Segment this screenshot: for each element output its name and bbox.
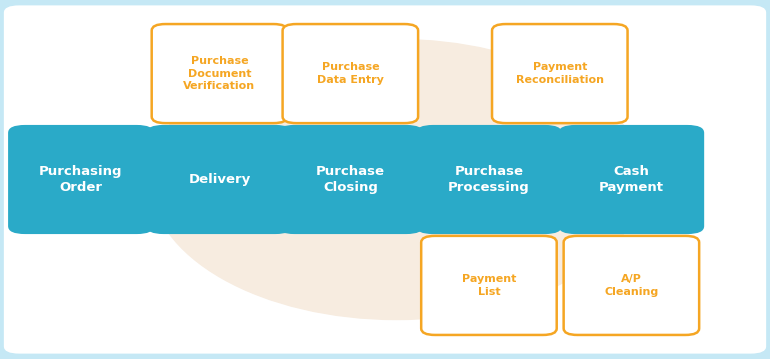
Text: A/P
Cleaning: A/P Cleaning [604, 274, 658, 297]
Text: Purchasing
Order: Purchasing Order [39, 165, 122, 194]
Text: Purchase
Document
Verification: Purchase Document Verification [183, 56, 256, 92]
FancyBboxPatch shape [416, 125, 562, 234]
FancyBboxPatch shape [8, 125, 154, 234]
FancyBboxPatch shape [4, 5, 766, 354]
FancyBboxPatch shape [492, 24, 628, 123]
FancyArrow shape [135, 154, 604, 205]
Text: Cash
Payment: Cash Payment [599, 165, 664, 194]
FancyBboxPatch shape [152, 24, 287, 123]
FancyBboxPatch shape [146, 125, 292, 234]
Text: Purchase
Data Entry: Purchase Data Entry [317, 62, 383, 85]
Text: Purchase
Closing: Purchase Closing [316, 165, 385, 194]
Text: Payment
List: Payment List [462, 274, 516, 297]
Text: Payment
Reconciliation: Payment Reconciliation [516, 62, 604, 85]
FancyBboxPatch shape [283, 24, 418, 123]
FancyBboxPatch shape [277, 125, 424, 234]
Text: Delivery: Delivery [189, 173, 250, 186]
FancyBboxPatch shape [559, 125, 704, 234]
FancyBboxPatch shape [564, 236, 699, 335]
Text: Purchase
Processing: Purchase Processing [448, 165, 530, 194]
Ellipse shape [150, 39, 643, 320]
FancyBboxPatch shape [421, 236, 557, 335]
